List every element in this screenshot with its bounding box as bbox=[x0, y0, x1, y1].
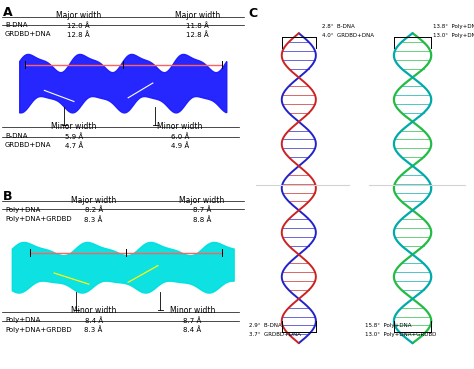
Text: 12.0 Å: 12.0 Å bbox=[67, 22, 90, 29]
Text: 6.0 Å: 6.0 Å bbox=[171, 133, 189, 139]
Text: 2.8°  B-DNA: 2.8° B-DNA bbox=[321, 24, 354, 29]
Text: A: A bbox=[2, 6, 12, 18]
Text: Poly+DNA+GRDBD: Poly+DNA+GRDBD bbox=[5, 327, 72, 332]
Text: Poly+DNA: Poly+DNA bbox=[5, 207, 40, 213]
Text: 4.7 Å: 4.7 Å bbox=[65, 142, 83, 149]
Text: 4.0°  GRDBD+DNA: 4.0° GRDBD+DNA bbox=[321, 33, 374, 38]
Text: GRDBD+DNA: GRDBD+DNA bbox=[5, 31, 52, 37]
Text: C: C bbox=[249, 7, 258, 20]
Text: Poly+DNA: Poly+DNA bbox=[5, 317, 40, 323]
Text: 2.9°  B-DNA: 2.9° B-DNA bbox=[249, 323, 282, 328]
Text: Minor width: Minor width bbox=[170, 306, 215, 315]
Text: 15.8°  Poly+DNA: 15.8° Poly+DNA bbox=[365, 323, 411, 328]
Text: 8.8 Å: 8.8 Å bbox=[193, 216, 211, 223]
Text: 13.0°  Poly+DNA+GRDBD: 13.0° Poly+DNA+GRDBD bbox=[433, 33, 474, 38]
Text: Major width: Major width bbox=[180, 196, 225, 204]
Text: 4.9 Å: 4.9 Å bbox=[171, 142, 189, 149]
Text: Major width: Major width bbox=[71, 196, 116, 204]
Text: 3.7°  GRDBD+DNA: 3.7° GRDBD+DNA bbox=[249, 332, 301, 337]
Text: 8.4 Å: 8.4 Å bbox=[84, 317, 103, 324]
Text: Minor width: Minor width bbox=[157, 122, 202, 131]
Text: 8.4 Å: 8.4 Å bbox=[183, 327, 201, 333]
Text: Major width: Major width bbox=[56, 11, 101, 20]
Text: B: B bbox=[2, 190, 12, 203]
Text: 12.8 Å: 12.8 Å bbox=[186, 31, 209, 38]
Text: 5.9 Å: 5.9 Å bbox=[65, 133, 83, 139]
Text: Minor width: Minor width bbox=[71, 306, 116, 315]
Text: Poly+DNA+GRDBD: Poly+DNA+GRDBD bbox=[5, 216, 72, 222]
Text: 11.8 Å: 11.8 Å bbox=[186, 22, 209, 29]
Text: Minor width: Minor width bbox=[51, 122, 97, 131]
Text: 8.3 Å: 8.3 Å bbox=[84, 327, 103, 333]
Text: B-DNA: B-DNA bbox=[5, 22, 27, 28]
Text: 13.0°  Poly+DNA+GRDBD: 13.0° Poly+DNA+GRDBD bbox=[365, 332, 436, 337]
Text: 13.8°  Poly+DNA: 13.8° Poly+DNA bbox=[433, 24, 474, 29]
Polygon shape bbox=[20, 55, 227, 113]
Text: 8.3 Å: 8.3 Å bbox=[84, 216, 103, 223]
Text: GRDBD+DNA: GRDBD+DNA bbox=[5, 142, 52, 148]
Text: B-DNA: B-DNA bbox=[5, 133, 27, 139]
Text: 8.7 Å: 8.7 Å bbox=[183, 317, 201, 324]
Text: 8.2 Å: 8.2 Å bbox=[84, 207, 103, 213]
Text: Major width: Major width bbox=[174, 11, 220, 20]
Polygon shape bbox=[12, 242, 234, 293]
Text: 12.8 Å: 12.8 Å bbox=[67, 31, 90, 38]
Text: 8.7 Å: 8.7 Å bbox=[193, 207, 211, 213]
